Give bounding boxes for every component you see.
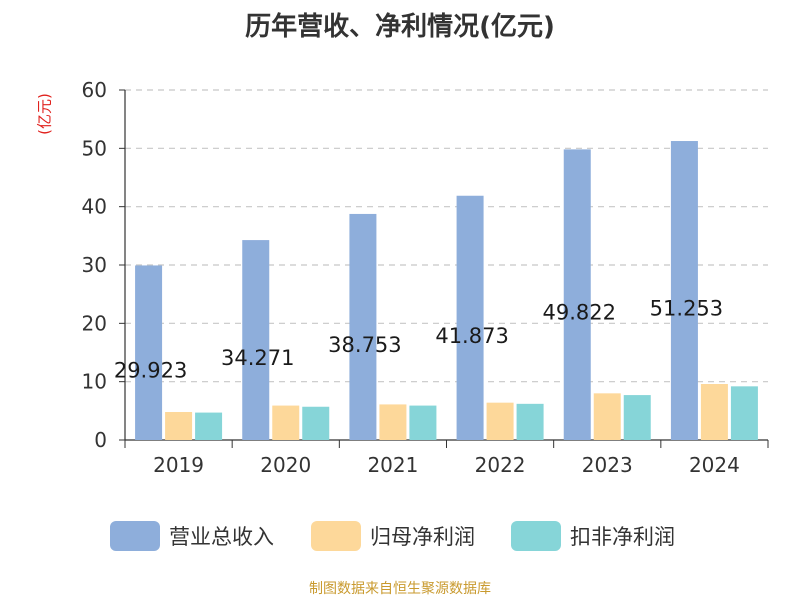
legend-swatch [311, 521, 361, 551]
bar-2 [486, 402, 514, 440]
data-label: 41.873 [435, 324, 508, 348]
data-source-note: 制图数据来自恒生聚源数据库 [309, 581, 491, 597]
y-tick-label: 30 [82, 253, 107, 277]
bar-3 [195, 412, 223, 440]
bar-2 [593, 393, 621, 440]
bar-1 [242, 240, 270, 440]
bar-1 [563, 149, 591, 440]
y-tick-label: 50 [82, 136, 107, 160]
legend-item[interactable]: 扣非净利润 [511, 519, 675, 553]
y-tick-label: 0 [94, 428, 107, 452]
data-label: 51.253 [650, 297, 723, 321]
bar-2 [272, 405, 300, 440]
legend-swatch [110, 521, 160, 551]
legend-item[interactable]: 归母净利润 [311, 519, 475, 553]
x-tick-label: 2019 [153, 453, 204, 477]
legend-label: 归母净利润 [370, 525, 475, 549]
chart-title: 历年营收、净利情况(亿元) [245, 12, 555, 42]
bar-1 [349, 213, 377, 440]
chart-legend: 营业总收入 归母净利润 扣非净利润 [0, 519, 800, 553]
bar-2 [700, 384, 728, 440]
bar-3 [623, 395, 651, 440]
legend-swatch [511, 521, 561, 551]
bar-3 [302, 406, 330, 440]
y-tick-label: 40 [82, 195, 107, 219]
y-tick-label: 20 [82, 311, 107, 335]
data-label: 49.822 [543, 301, 616, 325]
bar-3 [730, 386, 758, 440]
y-tick-label: 60 [82, 78, 107, 102]
x-tick-label: 2022 [475, 453, 526, 477]
legend-item[interactable]: 营业总收入 [110, 519, 274, 553]
x-tick-label: 2021 [367, 453, 418, 477]
x-tick-label: 2024 [689, 453, 740, 477]
data-label: 34.271 [221, 346, 294, 370]
bar-3 [409, 405, 437, 440]
x-tick-label: 2023 [582, 453, 633, 477]
y-tick-label: 10 [82, 370, 107, 394]
bar-3 [516, 403, 544, 440]
bar-2 [165, 412, 193, 440]
data-label: 38.753 [328, 333, 401, 357]
data-label: 29.923 [114, 359, 187, 383]
bar-1 [135, 265, 163, 440]
legend-label: 扣非净利润 [570, 525, 675, 549]
bar-1 [456, 195, 484, 440]
bar-1 [670, 141, 698, 440]
x-tick-label: 2020 [260, 453, 311, 477]
bar-2 [379, 404, 407, 440]
legend-label: 营业总收入 [169, 525, 274, 549]
